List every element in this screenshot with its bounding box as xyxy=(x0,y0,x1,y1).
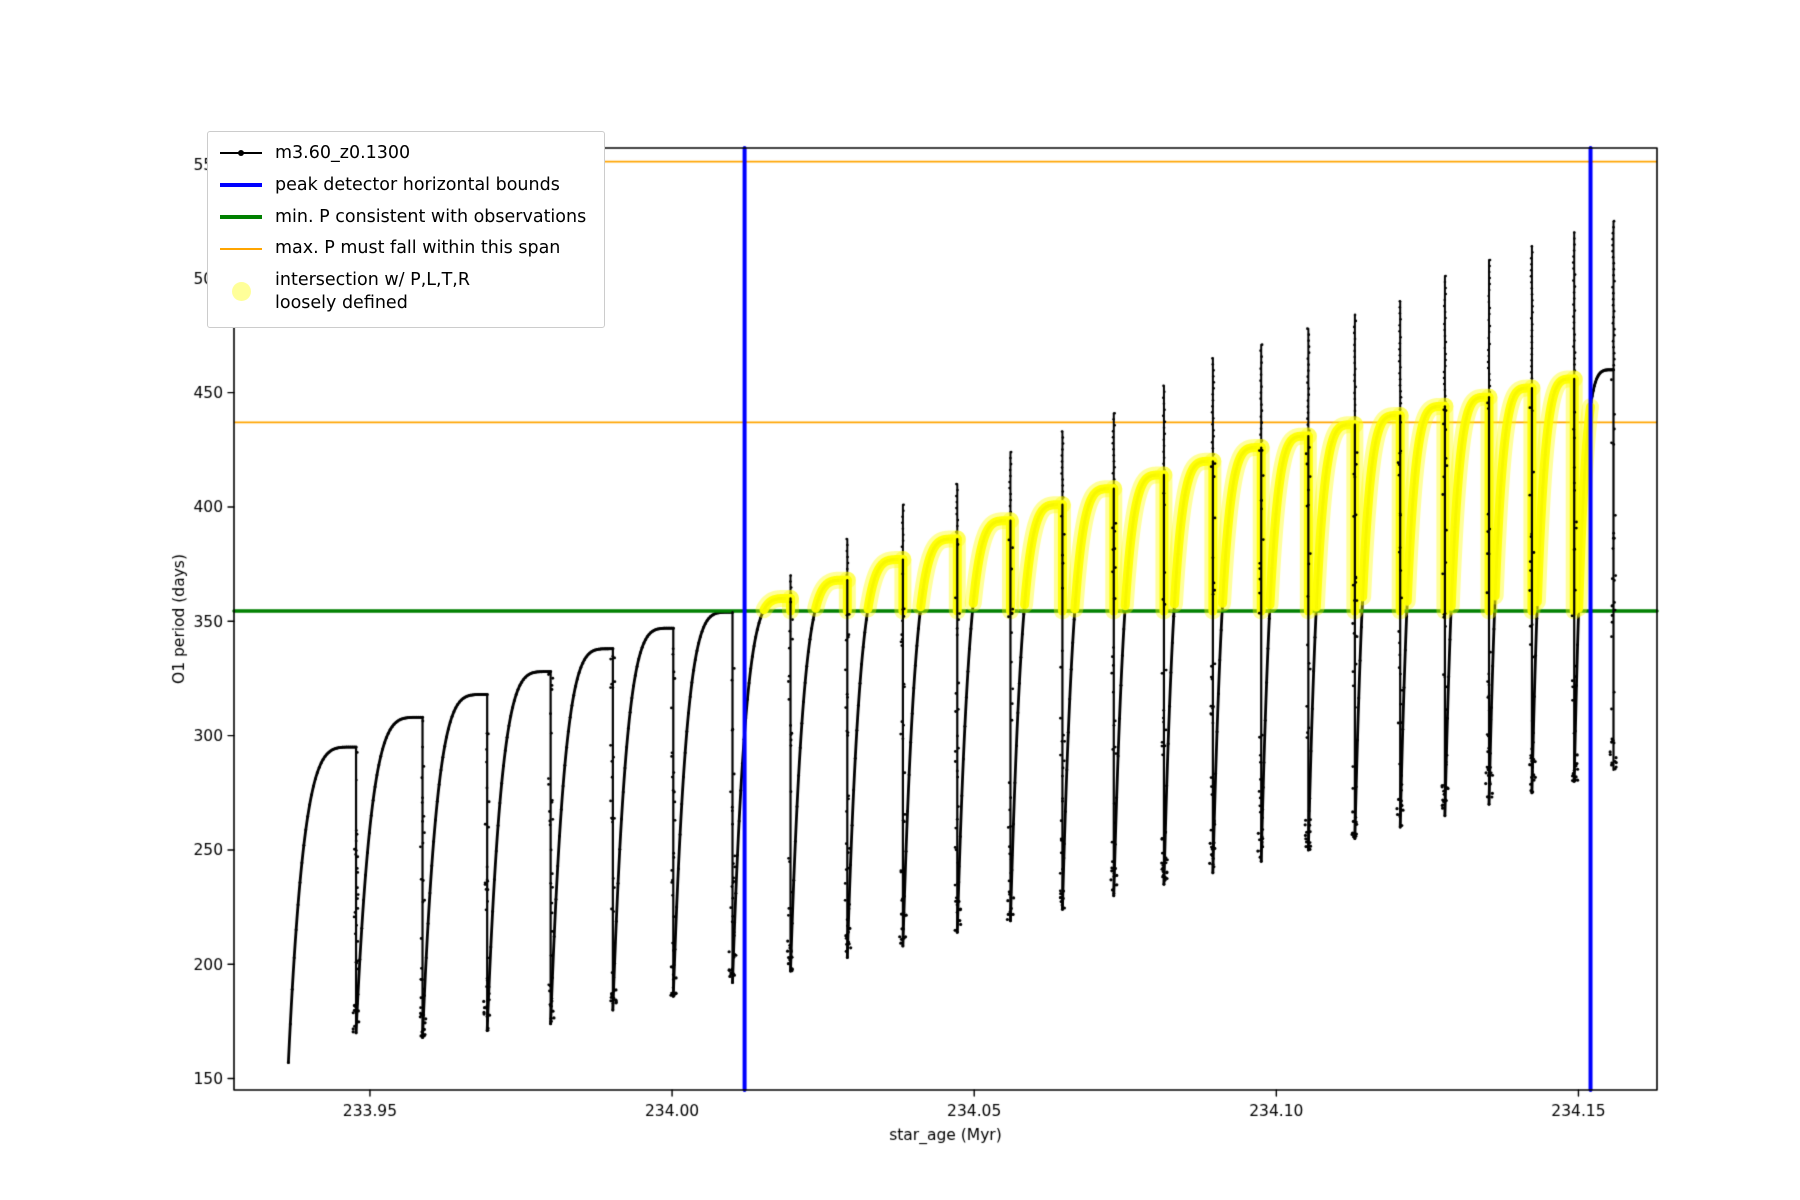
legend-label-series: m3.60_z0.1300 xyxy=(275,143,411,163)
yellow-dot-swatch-icon xyxy=(220,282,262,302)
blue-line-swatch-icon xyxy=(220,175,262,195)
series-line-swatch-icon xyxy=(220,143,262,163)
legend-label-max-p: max. P must fall within this span xyxy=(275,238,561,259)
legend-item-series: m3.60_z0.1300 xyxy=(220,142,586,165)
orange-line-swatch-icon xyxy=(220,239,262,259)
legend-label-min-p: min. P consistent with observations xyxy=(275,206,587,227)
legend-label-intersection: intersection w/ P,L,T,R loosely defined xyxy=(275,270,470,313)
legend-item-peak-bounds: peak detector horizontal bounds xyxy=(220,174,586,197)
legend: m3.60_z0.1300 peak detector horizontal b… xyxy=(207,131,606,328)
legend-item-intersection: intersection w/ P,L,T,R loosely defined xyxy=(220,269,586,315)
green-line-swatch-icon xyxy=(220,207,262,227)
legend-item-max-p: max. P must fall within this span xyxy=(220,237,586,260)
legend-item-min-p: min. P consistent with observations xyxy=(220,206,586,229)
legend-label-peak-bounds: peak detector horizontal bounds xyxy=(275,174,560,195)
